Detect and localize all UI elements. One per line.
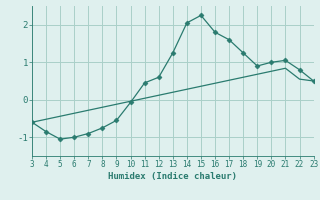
X-axis label: Humidex (Indice chaleur): Humidex (Indice chaleur): [108, 172, 237, 181]
